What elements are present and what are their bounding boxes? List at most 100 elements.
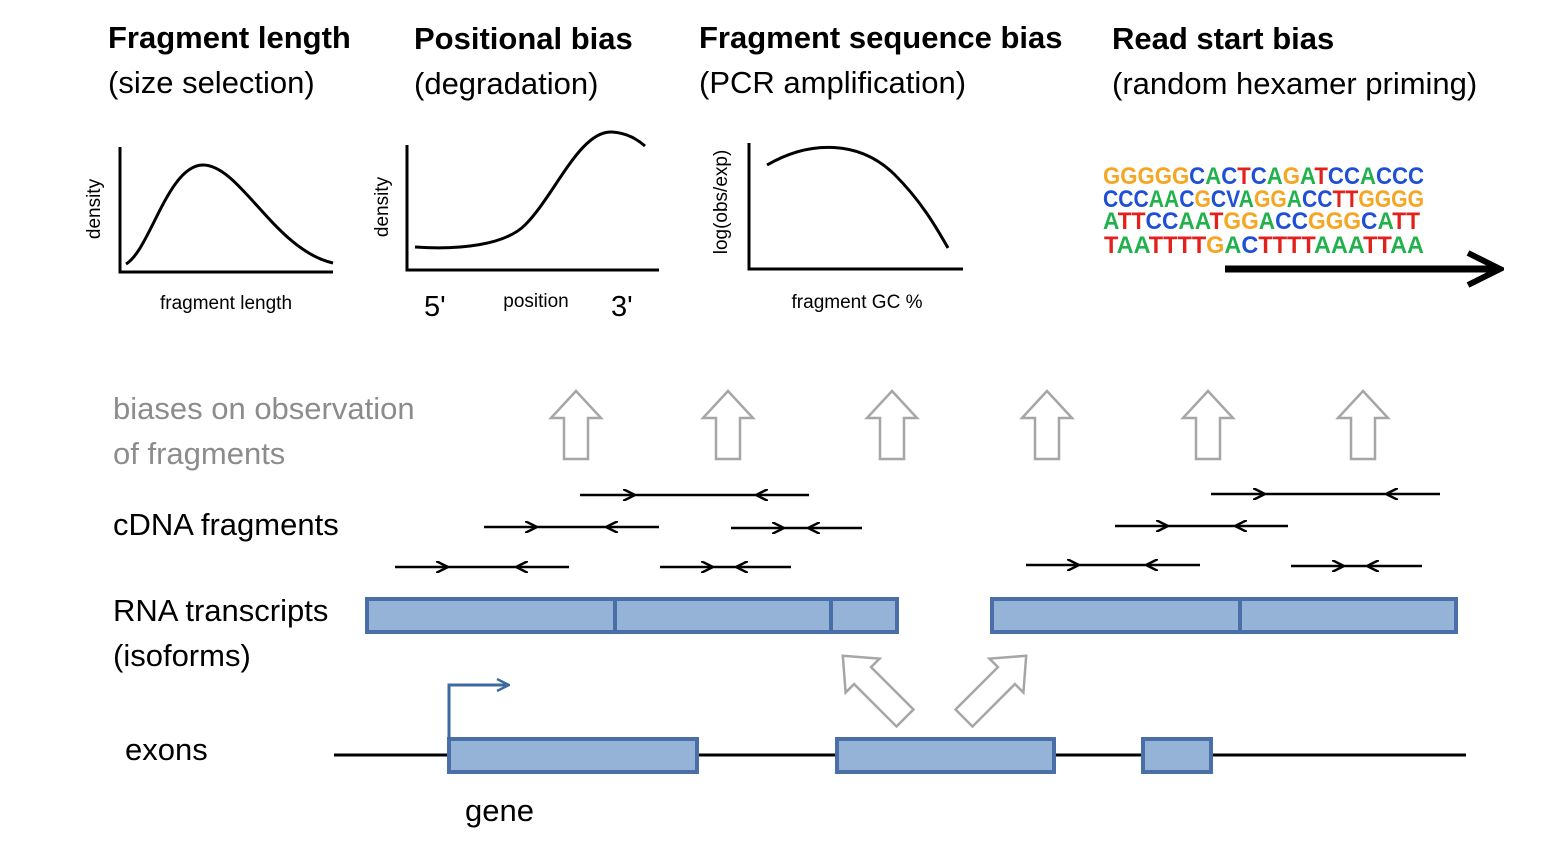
logo-letter: G (1137, 163, 1154, 190)
logo-letter: T (1345, 186, 1358, 213)
exon-1 (447, 737, 699, 774)
axes (118, 147, 333, 274)
logo-letter: T (1177, 232, 1192, 259)
logo-row: GGGGGCACTCAGATCCACCC (1103, 163, 1424, 190)
logo-letter: A (1103, 208, 1119, 235)
transcript-exon (829, 597, 899, 634)
logo-letter: C (1292, 208, 1308, 235)
logo-letter: A (1300, 163, 1316, 190)
y-axis-label: log(obs/exp) (711, 150, 732, 255)
transcript-exon (365, 597, 617, 634)
logo-letter: C (1211, 186, 1226, 213)
five-prime-label: 5' (424, 291, 446, 323)
isoform-2-arrow (953, 654, 1028, 729)
logo-letter: A (1348, 232, 1365, 259)
logo-letter: A (1149, 186, 1164, 213)
logo-letter: T (1287, 232, 1302, 259)
logo-letter: C (1103, 186, 1118, 213)
panel-title: Positional bias (414, 21, 633, 56)
logo-letter: G (1172, 163, 1189, 190)
logo-letter: T (1406, 208, 1420, 235)
logo-letter: A (1360, 163, 1376, 190)
logo-letter: A (1287, 186, 1302, 213)
panel-positional-bias: Positional bias (degradation) density po… (372, 21, 659, 323)
logo-letter: A (1377, 208, 1393, 235)
logo-letter: G (1358, 186, 1374, 213)
up-arrow (1335, 389, 1391, 461)
logo-letter: A (1164, 186, 1179, 213)
logo-letter: G (1375, 186, 1391, 213)
up-arrow (1180, 389, 1236, 461)
axes (747, 143, 963, 271)
panel-title: Fragment sequence bias (699, 20, 1063, 55)
logo-letter: C (1361, 208, 1377, 235)
logo-letter: G (1391, 186, 1407, 213)
logo-letter: T (1392, 208, 1406, 235)
logo-letter: C (1251, 163, 1267, 190)
logo-letter: A (1314, 232, 1331, 259)
logo-letter: C (1302, 186, 1317, 213)
logo-letter: T (1377, 232, 1392, 259)
observation-arrows (548, 389, 1391, 461)
logo-letter: T (1118, 208, 1132, 235)
logo-letter: A (1178, 208, 1194, 235)
transcript-isoform-2 (990, 597, 1458, 634)
transcript-exon (1238, 597, 1458, 634)
logo-letter: A (1224, 232, 1241, 259)
rna-transcripts-label: RNA transcripts (113, 593, 328, 628)
logo-letter: A (1407, 232, 1424, 259)
logo-letter: G (1343, 208, 1361, 235)
logo-letter: A (1134, 232, 1151, 259)
logo-letter: T (1149, 232, 1164, 259)
panel-fragment-length: Fragment length (size selection) density… (84, 20, 351, 314)
logo-letter: A (1239, 186, 1254, 213)
gene-label: gene (465, 793, 534, 828)
panel-fragment-sequence-bias: Fragment sequence bias (PCR amplificatio… (699, 20, 1063, 313)
up-arrow (1019, 389, 1075, 461)
cdna-fragments (395, 494, 1440, 567)
logo-letter: A (1390, 232, 1407, 259)
tss-arrow (447, 685, 509, 740)
logo-letter: T (1363, 232, 1378, 259)
logo-letter: T (1333, 186, 1346, 213)
panel-read-start-bias: Read start bias (random hexamer priming)… (1103, 21, 1500, 269)
logo-letter: C (1146, 208, 1162, 235)
panel-subtitle: (degradation) (414, 66, 598, 101)
logo-letter: T (1163, 232, 1178, 259)
panel-subtitle: (PCR amplification) (699, 65, 966, 100)
logo-letter: C (1344, 163, 1360, 190)
logo-letter: G (1206, 232, 1224, 259)
panel-title: Fragment length (108, 20, 351, 55)
logo-letter: A (1267, 163, 1283, 190)
x-axis-label: fragment length (160, 293, 292, 314)
logo-letter: C (1408, 163, 1424, 190)
logo-letter: T (1258, 232, 1273, 259)
exon-2 (835, 737, 1056, 774)
panel-subtitle: (size selection) (108, 65, 315, 100)
logo-letter: G (1241, 208, 1259, 235)
logo-letter: T (1104, 232, 1119, 259)
exons-label: exons (125, 732, 208, 767)
logo-letter: C (1179, 186, 1194, 213)
logo-letter: G (1223, 208, 1241, 235)
logo-letter: T (1210, 208, 1224, 235)
logo-letter: A (1195, 208, 1211, 235)
up-arrow (700, 389, 756, 461)
logo-row: TAATTTTGACTTTTAAATTAA (1104, 232, 1424, 259)
biases-label-line2: of fragments (113, 436, 285, 471)
logo-letter: C (1317, 186, 1332, 213)
logo-letter: G (1155, 163, 1172, 190)
logo-letter: C (1118, 186, 1133, 213)
transcript-exon (613, 597, 833, 634)
logo-letter: C (1275, 208, 1291, 235)
logo-letter: G (1195, 186, 1211, 213)
panel-title: Read start bias (1112, 21, 1334, 56)
logo-letter: T (1273, 232, 1288, 259)
logo-letter: C (1392, 163, 1408, 190)
transcript-exon (990, 597, 1242, 634)
logo-letter: G (1254, 186, 1270, 213)
y-axis-label: density (84, 178, 105, 239)
logo-letter: T (1314, 163, 1328, 190)
logo-row: CCCAACGCVAGGACCTTGGGG (1103, 186, 1424, 213)
